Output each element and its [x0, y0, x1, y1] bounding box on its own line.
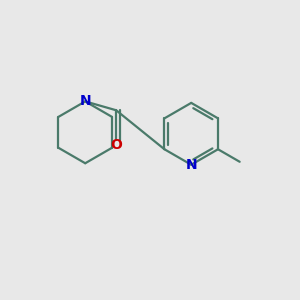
Text: O: O: [110, 138, 122, 152]
Text: N: N: [185, 158, 197, 172]
Text: N: N: [80, 94, 91, 108]
